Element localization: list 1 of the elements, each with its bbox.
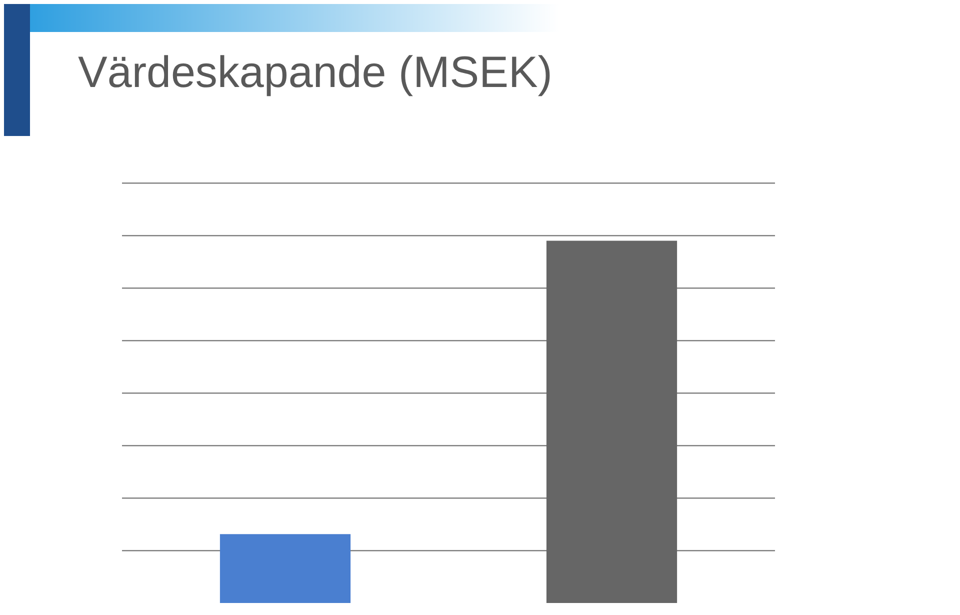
chart-title: Värdeskapande (MSEK) [78, 48, 552, 98]
